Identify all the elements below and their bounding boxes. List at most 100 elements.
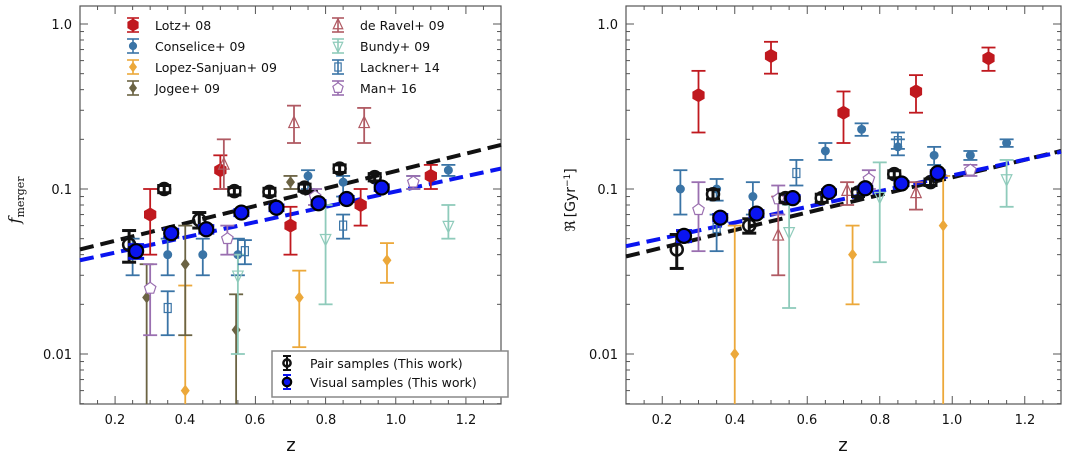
- legend-marker: [334, 62, 342, 72]
- data-point: [857, 124, 867, 134]
- data-point: [669, 242, 684, 257]
- right-x-axis-label: z: [838, 435, 847, 456]
- data-point: [406, 175, 420, 188]
- data-point: [142, 291, 152, 304]
- this-work-legend: Pair samples (This work) Visual samples …: [271, 350, 509, 398]
- legend-marker: [128, 61, 138, 73]
- data-point: [893, 136, 902, 147]
- right-y-axis-label-unit: [Gyr: [563, 187, 579, 218]
- right-series-lopez-sanjuan-09: [727, 175, 951, 404]
- left-xtick-label: 0.6: [245, 413, 266, 428]
- data-point: [792, 167, 801, 179]
- data-point: [748, 205, 765, 222]
- data-point: [180, 258, 190, 271]
- left-xtick-label: 1.2: [456, 413, 477, 428]
- legend-marker: [282, 358, 292, 368]
- data-point: [840, 182, 854, 196]
- right-xtick-label: 0.8: [870, 413, 891, 428]
- data-point: [782, 227, 796, 241]
- data-point: [233, 204, 250, 221]
- legend-marker: [332, 81, 344, 94]
- data-point: [929, 164, 946, 182]
- data-point: [848, 248, 858, 261]
- right-y-axis-label-symbol: ℜ: [563, 220, 579, 232]
- right-y-axis-label: ℜ [Gyr−1]: [563, 168, 579, 232]
- data-point: [231, 323, 241, 336]
- data-point: [424, 168, 437, 183]
- data-point: [297, 180, 312, 195]
- right-series-visual-samples-this-work: [675, 164, 946, 244]
- data-point: [820, 146, 830, 156]
- right-xtick-label: 1.0: [942, 413, 963, 428]
- data-point: [784, 190, 801, 207]
- data-point: [163, 225, 180, 242]
- data-point: [198, 221, 215, 238]
- legend-label: Lackner+ 14: [360, 60, 440, 75]
- data-point: [373, 179, 390, 196]
- right-y-axis-label-close: ]: [563, 168, 579, 173]
- data-point: [443, 165, 453, 175]
- data-point: [303, 171, 313, 181]
- data-point: [982, 51, 995, 66]
- right-fit-line: [625, 149, 1062, 249]
- data-point: [156, 181, 172, 197]
- data-point: [286, 176, 295, 189]
- data-point: [965, 150, 975, 160]
- legend-label-visual: Visual samples (This work): [310, 375, 477, 390]
- data-point: [748, 192, 758, 202]
- data-point: [929, 150, 939, 160]
- this-work-legend-frame: [271, 350, 509, 398]
- left-xtick-label: 0.4: [175, 413, 196, 428]
- legend-marker: [332, 41, 344, 54]
- left-xtick-label: 0.8: [316, 413, 337, 428]
- data-point: [675, 227, 693, 244]
- right-tick-labels: 1.0 0.1 0.01 0.2 0.4 0.6 0.8 1.0 1.2: [589, 18, 1035, 428]
- data-point: [742, 218, 757, 233]
- data-point: [820, 183, 838, 201]
- data-point: [893, 175, 910, 192]
- legend-label: Man+ 16: [360, 81, 417, 96]
- data-point: [712, 209, 729, 226]
- data-point: [705, 186, 721, 202]
- data-point: [338, 177, 348, 187]
- data-point: [963, 163, 977, 176]
- right-xtick-label: 0.2: [652, 413, 673, 428]
- right-series-bundy-09: [782, 159, 1014, 309]
- data-point: [909, 84, 923, 99]
- data-point: [367, 169, 382, 185]
- right-series-lotz-08: [691, 40, 996, 144]
- data-point: [772, 227, 785, 241]
- data-point: [227, 183, 242, 199]
- left-xtick-label: 0.2: [105, 413, 126, 428]
- data-point: [909, 185, 923, 199]
- data-point: [764, 48, 778, 64]
- left-ytick-label: 0.01: [43, 348, 72, 363]
- legend-label: Conselice+ 09: [155, 39, 245, 54]
- left-y-axis-label-main: f: [5, 214, 24, 224]
- left-panel: 1.0 0.1 0.01 0.2 0.4 0.6 0.8 1.0 1.2 z f…: [5, 5, 509, 456]
- data-point: [310, 195, 327, 212]
- legend-marker: [128, 82, 138, 94]
- data-point: [163, 250, 173, 260]
- left-ytick-label: 1.0: [51, 18, 72, 33]
- left-y-axis-label: fmerger: [5, 176, 27, 225]
- data-point: [231, 270, 245, 284]
- data-point: [217, 156, 231, 170]
- data-point: [730, 348, 740, 360]
- data-point: [442, 220, 455, 235]
- right-ytick-label: 0.01: [589, 348, 618, 363]
- right-ytick-label: 1.0: [597, 18, 618, 33]
- left-x-axis-label: z: [286, 435, 295, 456]
- data-point: [262, 184, 277, 200]
- data-point: [284, 218, 297, 233]
- data-point: [180, 384, 190, 397]
- data-point: [144, 207, 157, 222]
- right-ytick-label: 0.1: [597, 183, 618, 198]
- left-data-marks: [121, 104, 456, 404]
- data-point: [287, 114, 301, 129]
- data-point: [128, 243, 145, 260]
- right-ticks: [625, 6, 1062, 405]
- data-point: [357, 114, 371, 129]
- legend-label: Lopez-Sanjuan+ 09: [155, 60, 277, 75]
